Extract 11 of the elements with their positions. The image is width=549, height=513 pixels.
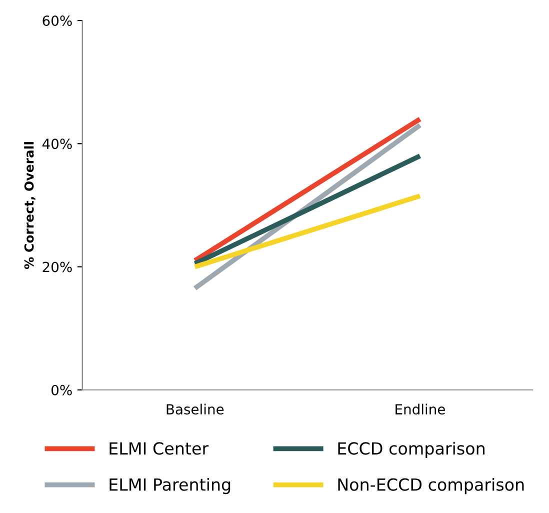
y-tick-label: 20% (42, 262, 72, 272)
y-tick-label: 0% (52, 384, 72, 396)
x-tick-label: Baseline (166, 404, 224, 415)
legend-label: ELMI Center (110, 442, 209, 455)
y-axis-title: % Correct, Overall (24, 142, 36, 269)
legend-label: ECCD comparison (338, 442, 484, 458)
y-tick-label: 40% (42, 138, 72, 150)
legend-label: Non-ECCD comparison (338, 478, 524, 494)
legend-label: ELMI Parenting (110, 478, 230, 494)
y-tick-label: 60% (42, 15, 72, 26)
x-tick-label: Endline (396, 404, 445, 415)
